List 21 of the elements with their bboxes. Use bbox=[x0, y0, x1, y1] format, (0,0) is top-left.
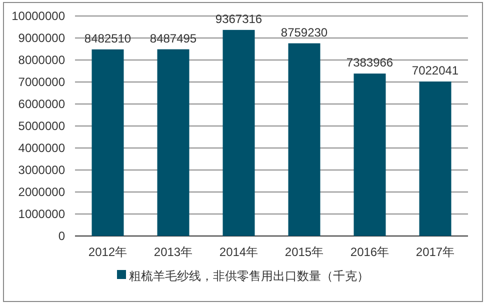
y-tick-label: 5000000 bbox=[18, 119, 66, 133]
y-tick-label: 7000000 bbox=[18, 75, 66, 89]
data-label: 9367316 bbox=[215, 12, 262, 26]
y-tick-label: 1000000 bbox=[18, 207, 66, 221]
y-tick-label: 4000000 bbox=[18, 141, 66, 155]
x-tick-label: 2017年 bbox=[416, 245, 455, 259]
x-tick-label: 2013年 bbox=[154, 245, 193, 259]
x-tick-label: 2014年 bbox=[219, 245, 258, 259]
data-label: 8759230 bbox=[280, 25, 328, 40]
x-tick-label: 2012年 bbox=[88, 245, 128, 259]
x-tick-label: 2015年 bbox=[284, 245, 324, 259]
data-label: 7022041 bbox=[412, 64, 459, 78]
y-tick-label: 10000000 bbox=[12, 9, 66, 23]
y-tick-label: 8000000 bbox=[18, 53, 66, 67]
legend-label: 粗梳羊毛纱线，非供零售用出口数量（千克） bbox=[129, 269, 369, 283]
y-tick-label: 6000000 bbox=[18, 97, 66, 111]
y-tick-label: 2000000 bbox=[18, 185, 66, 199]
y-tick-label: 0 bbox=[58, 229, 66, 243]
y-tick-label: 3000000 bbox=[18, 163, 66, 177]
x-tick-label: 2016年 bbox=[350, 245, 390, 259]
y-tick-label: 9000000 bbox=[18, 31, 66, 45]
